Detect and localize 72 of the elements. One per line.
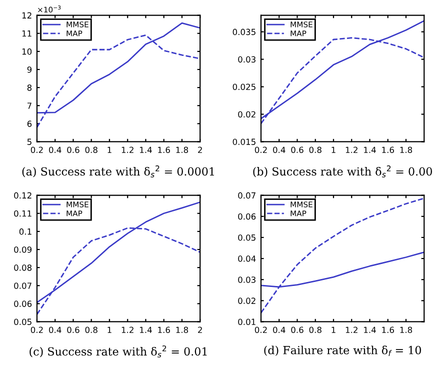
x-tick-label: 1.8 <box>400 146 412 154</box>
x-tick-label: 0.8 <box>309 146 322 154</box>
x-tick-label: 2 <box>198 146 202 153</box>
x-tick-label: 1.4 <box>364 326 376 333</box>
x-tick-label: 2 <box>198 326 202 333</box>
y-tick-label: 0.01 <box>238 318 256 326</box>
x-tick-label: 1.4 <box>364 146 376 153</box>
x-tick-label: 1.6 <box>158 146 170 154</box>
x-tick-label: 1 <box>108 146 112 153</box>
y-tick-label: 0.025 <box>232 84 256 90</box>
x-tick-label: 1.8 <box>176 146 188 154</box>
y-tick-label: 0.035 <box>232 28 256 36</box>
y-tick-label: 0.05 <box>14 318 32 326</box>
x-tick-label: 1.4 <box>140 326 152 333</box>
y-tick-label: 0.08 <box>14 264 32 271</box>
y-tick-label: 6 <box>27 120 32 127</box>
x-axis-title: (b) Success rate with δ$_{s}$$^{2}$ = 0.00 <box>253 165 432 178</box>
x-tick-label: 0.8 <box>309 326 322 334</box>
x-tick-label: 1.4 <box>140 146 152 153</box>
y-tick-label: 0.12 <box>14 192 32 199</box>
y-tick-label: 0.02 <box>238 298 256 304</box>
x-tick-label: 0.6 <box>291 146 304 154</box>
y-tick-label: 0.07 <box>14 282 32 289</box>
x-tick-label: 1.2 <box>346 326 358 333</box>
y-tick-label: 12 <box>22 12 32 18</box>
x-axis-title: (d) Failure rate with δ$_{f}$ = 10 <box>264 346 422 356</box>
y-tick-label: 0.06 <box>14 300 32 307</box>
x-tick-label: 0.4 <box>49 146 62 154</box>
x-tick-label: 1.6 <box>158 326 170 334</box>
y-tick-label: 0.11 <box>14 210 32 217</box>
y-tick-label: 0.03 <box>238 276 256 283</box>
y-tick-label: 0.05 <box>238 234 256 241</box>
x-tick-label: 1.2 <box>346 146 358 153</box>
x-tick-label: 0.2 <box>30 326 43 334</box>
x-tick-label: 0.6 <box>67 326 80 334</box>
x-tick-label: 0.2 <box>254 146 267 154</box>
x-axis-title: (c) Success rate with δ$_{s}$$^{2}$ = 0.01 <box>30 345 207 358</box>
x-tick-label: 0.6 <box>291 326 304 334</box>
x-tick-label: 0.8 <box>85 326 98 334</box>
x-tick-label: 1 <box>332 146 336 153</box>
x-tick-label: 1.6 <box>382 326 394 334</box>
x-tick-label: 0.2 <box>30 146 43 154</box>
x-tick-label: 1 <box>332 326 336 333</box>
y-tick-label: 9 <box>27 66 32 73</box>
y-tick-label: 0.09 <box>14 246 32 253</box>
y-tick-label: 0.07 <box>238 192 256 199</box>
x-axis-title: (a) Success rate with δ$_{s}$$^{2}$ = 0.0001 <box>22 165 214 178</box>
line-series <box>261 198 424 314</box>
x-tick-label: 0.6 <box>67 146 80 154</box>
y-tick-label: 0.02 <box>238 111 256 118</box>
y-tick-label: 10 <box>22 48 32 55</box>
x-tick-label: 0.8 <box>85 146 98 154</box>
line-series <box>261 20 424 120</box>
y-tick-label: 0.015 <box>232 138 256 145</box>
x-tick-label: 1.8 <box>176 326 188 334</box>
x-tick-label: 1.2 <box>122 146 134 153</box>
y-tick-label: 7 <box>27 102 32 109</box>
x-tick-label: 0.4 <box>273 326 286 334</box>
x-tick-label: 0.2 <box>254 326 267 334</box>
x-tick-label: 1.2 <box>122 326 134 333</box>
x-tick-label: 0.4 <box>273 146 286 154</box>
y-tick-label: 11 <box>22 30 32 37</box>
y-tick-label: 5 <box>27 138 32 145</box>
x-tick-label: 1.6 <box>382 146 394 154</box>
y-tick-label: 0.03 <box>238 56 256 63</box>
y-tick-label: 0.1 <box>19 228 32 235</box>
y-tick-label: 0.04 <box>238 256 256 262</box>
x-tick-label: 0.4 <box>49 326 62 334</box>
y-tick-label: 8 <box>27 84 32 91</box>
y-tick-label: 0.06 <box>238 213 256 220</box>
x-tick-label: 1 <box>108 326 112 333</box>
x-tick-label: 1.8 <box>400 326 412 334</box>
